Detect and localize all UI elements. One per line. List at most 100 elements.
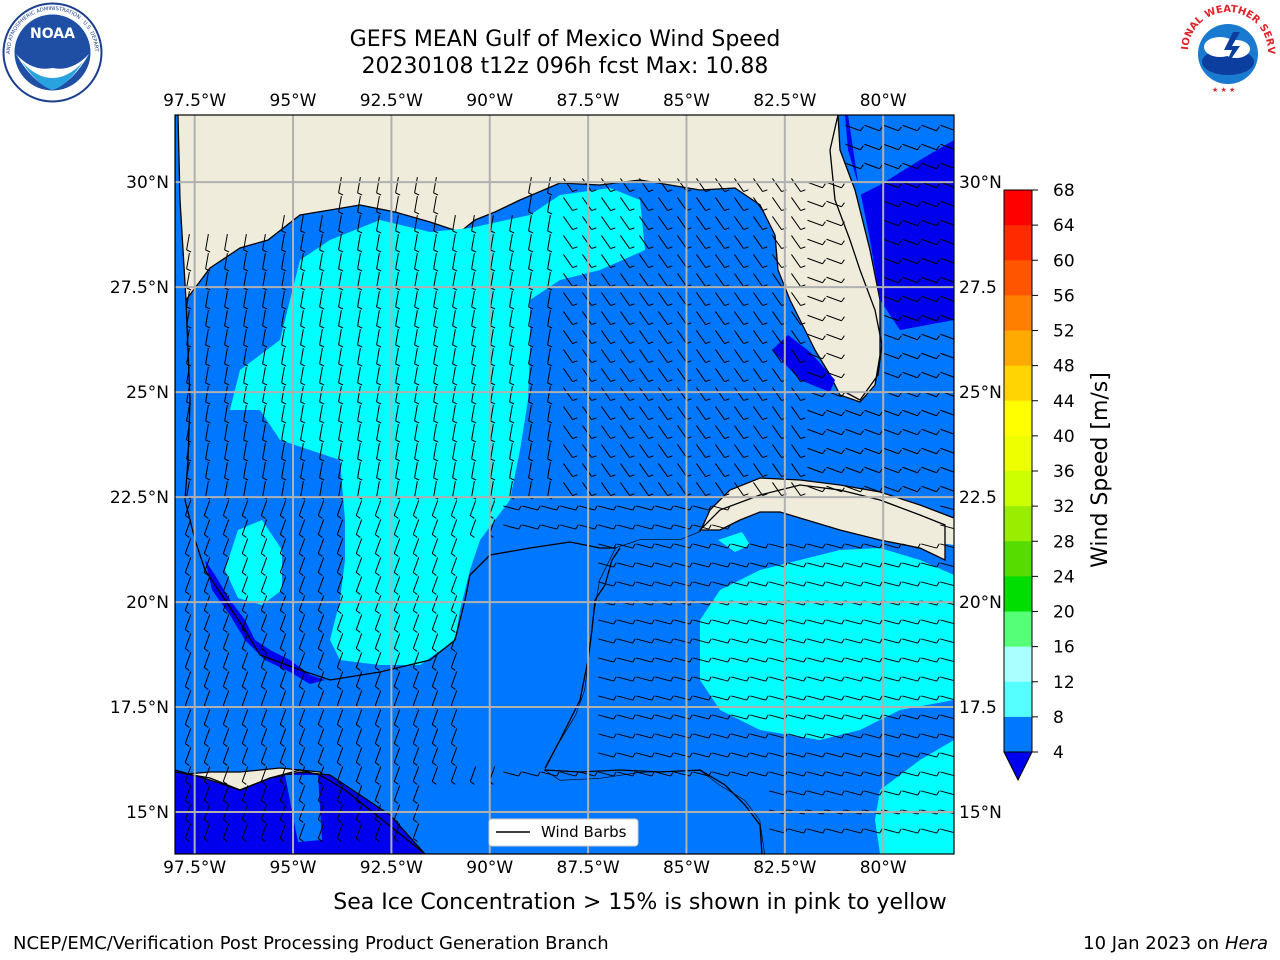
wind-barb [788,771,804,777]
wind-barb-flag [336,629,342,633]
wind-barb-flag [727,771,731,777]
wind-barb [655,505,671,511]
wind-barb [184,652,192,668]
wind-barb [902,200,918,208]
wind-barb [186,310,190,326]
wind-barb [864,828,880,834]
wind-barb-flag [528,477,534,481]
lon-label-top: 87.5°W [557,91,620,111]
wind-barb-flag [393,667,399,671]
wind-barb [298,728,306,744]
wind-barb [940,790,954,796]
wind-barb-flag [917,354,921,360]
colorbar-segment [1004,646,1032,683]
wind-barb [639,349,649,363]
wind-barb-flag [724,417,730,421]
wind-barb-flag [956,279,959,283]
wind-barb [883,257,899,265]
wind-barb-flag [822,487,826,493]
colorbar-tick-label: 60 [1053,251,1075,271]
wind-barb [355,671,363,687]
wind-barb-flag [338,363,344,367]
wind-barb [712,562,728,568]
wind-barb-flag [300,249,306,253]
wind-barb [376,329,380,345]
wind-barb-flag [509,477,515,481]
wind-barb-flag [822,676,826,682]
colorbar-tick-label: 32 [1053,497,1075,517]
wind-barb-flag [338,306,344,310]
wind-barb [281,234,285,250]
wind-barb-flag [395,420,401,424]
wind-barb-flag [898,714,902,720]
wind-barb [395,329,399,345]
wind-barb-flag [746,638,750,644]
wind-barb [620,330,630,344]
wind-barb [696,425,706,439]
wind-barb-flag [412,572,418,576]
wind-barb-flag [450,553,456,557]
lon-label-bottom: 97.5°W [163,858,226,878]
wind-barb-flag [317,667,323,671]
wind-barb [845,657,861,663]
wind-barb-flag [186,439,192,443]
wind-barb-flag [300,439,306,443]
wind-barb-flag [648,322,654,326]
wind-barb [788,733,804,739]
wind-barb [921,657,937,663]
wind-barb [338,291,342,307]
wind-barb [807,619,823,625]
wind-barb-flag [917,430,921,436]
wind-barb-flag [936,638,940,644]
wind-barb [281,405,285,421]
wind-barb [412,690,420,706]
wind-barb [902,428,918,436]
wind-barb-flag [648,341,654,345]
wind-barb-flag [281,401,287,405]
wind-barb-flag [203,591,209,595]
chart-title: GEFS MEAN Gulf of Mexico Wind Speed [349,27,781,52]
wind-barb-flag [412,553,418,557]
wind-barb [807,276,823,284]
wind-barb-flag [241,838,247,842]
wind-barb-flag [376,344,382,348]
wind-barb-flag [222,591,228,595]
wind-barb-flag [708,524,712,530]
wind-barb [636,581,652,587]
wind-barb [336,785,344,801]
wind-barb-flag [841,562,845,568]
wind-barb [528,272,532,288]
wind-barb-flag [629,455,635,459]
wind-barb [902,752,918,758]
wind-barb-flag [509,363,515,367]
wind-barb-flag [572,341,578,345]
wind-barb [655,562,671,568]
wind-barb-flag [860,790,864,796]
wind-barb-flag [803,562,807,568]
wind-barb [336,766,344,782]
wind-barb [431,614,439,630]
wind-barb [883,314,899,322]
wind-barb-flag [243,420,249,424]
wind-barb [601,330,611,344]
wind-barb [639,254,649,268]
wind-barb [336,519,344,535]
wind-barb [598,676,614,682]
wind-barb-flag [632,714,636,720]
wind-barb [582,254,592,268]
wind-barb [582,349,592,363]
wind-barb [222,519,230,535]
wind-barb-flag [572,398,578,402]
wind-barb [336,690,344,706]
wind-barb [921,619,937,625]
wind-barb-flag [956,222,959,226]
wind-barb-flag [743,493,749,497]
wind-barb [563,482,573,496]
wind-barb [921,695,937,701]
wind-barb-flag [632,562,636,568]
wind-barb [617,524,633,530]
wind-barb [355,500,363,516]
wind-barb-flag [746,676,750,682]
wind-barb [243,386,247,402]
wind-barb-flag [936,278,940,284]
